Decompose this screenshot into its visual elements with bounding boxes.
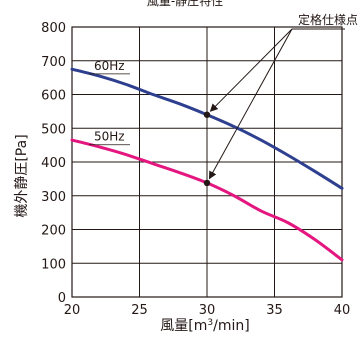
series-labels: 60Hz 50Hz — [89, 59, 130, 146]
series-label-60hz: 60Hz — [94, 59, 125, 73]
annotation-arrow — [209, 28, 293, 112]
annotation-label: 定格仕様点 — [298, 12, 358, 27]
rated-points — [203, 111, 211, 187]
y-tick-label: 400 — [41, 156, 66, 171]
rated-point — [203, 111, 211, 118]
x-tick-label: 35 — [266, 303, 283, 318]
x-axis-title-tail: /min] — [213, 318, 250, 334]
y-tick-label: 800 — [41, 21, 66, 36]
x-axis-ticks: 20 25 30 35 40 — [64, 303, 351, 318]
y-tick-label: 300 — [41, 190, 66, 205]
rated-point-annotation: 定格仕様点 — [208, 12, 358, 180]
y-tick-label: 0 — [58, 291, 66, 306]
y-tick-label: 600 — [41, 89, 66, 104]
x-axis-title: 風量[m3/min] — [160, 318, 249, 334]
x-axis-title-sup: 3 — [207, 318, 213, 328]
x-tick-label: 30 — [199, 303, 216, 318]
y-axis-ticks: 0 100 200 300 400 500 600 700 800 — [41, 21, 66, 306]
x-axis-title-main: 風量[m — [160, 318, 207, 334]
series-label-50hz: 50Hz — [94, 130, 125, 144]
y-tick-label: 500 — [41, 122, 66, 137]
x-tick-label: 40 — [334, 303, 351, 318]
y-tick-label: 700 — [41, 55, 66, 70]
rated-point — [203, 179, 211, 187]
x-tick-label: 25 — [131, 303, 148, 318]
y-tick-label: 200 — [41, 224, 66, 239]
y-axis-title: 機外静圧[Pa] — [14, 134, 30, 217]
x-tick-label: 20 — [64, 303, 81, 318]
annotation-arrow — [208, 28, 293, 180]
y-tick-label: 100 — [41, 257, 66, 272]
chart-top-title: 風量-静圧特性 — [147, 0, 223, 8]
plot-frame — [71, 26, 343, 298]
